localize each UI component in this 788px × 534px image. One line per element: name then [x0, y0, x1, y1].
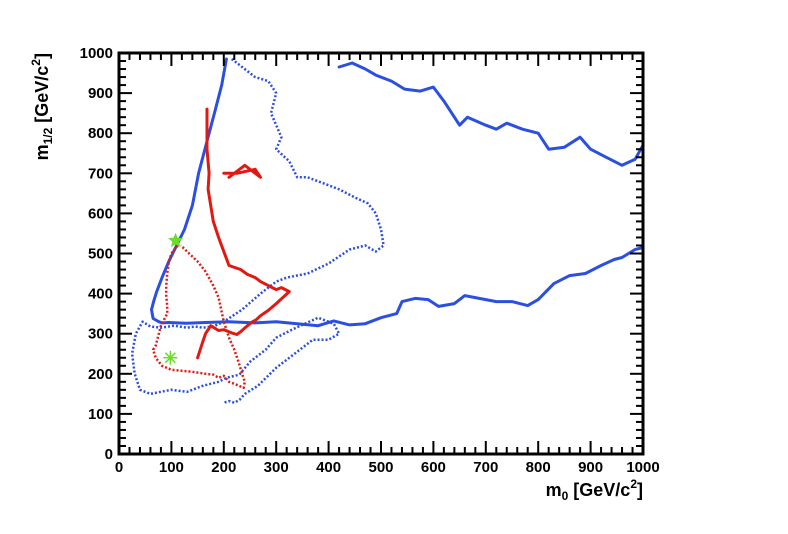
x-tick-label: 700: [473, 459, 498, 476]
x-tick-label: 800: [526, 459, 551, 476]
y-tick-label: 200: [88, 366, 113, 383]
y-tick-label: 600: [88, 205, 113, 222]
contour-curves: [130, 57, 645, 404]
y-tick-label: 800: [88, 125, 113, 142]
y-tick-label: 500: [88, 246, 113, 263]
contour-red-solid-4: [222, 163, 262, 179]
y-tick-label: 900: [88, 85, 113, 102]
axis-ticks: [118, 52, 644, 455]
y-tick-label: 1000: [80, 45, 113, 62]
x-tick-label: 0: [115, 459, 123, 476]
y-tick-label: 400: [88, 286, 113, 303]
y-tick-label: 700: [88, 165, 113, 182]
best-fit-markers: [163, 232, 184, 365]
best-fit-asterisk-marker: [163, 350, 178, 365]
x-tick-label: 300: [264, 459, 289, 476]
x-axis-title: m0 [GeV/c2]: [546, 477, 643, 503]
x-tick-label: 1000: [626, 459, 659, 476]
x-tick-label: 200: [211, 459, 236, 476]
y-axis-title: m1/2 [GeV/c2]: [29, 53, 55, 160]
x-tick-label: 100: [159, 459, 184, 476]
contour-red-dotted-5: [151, 244, 247, 390]
x-tick-label: 500: [368, 459, 393, 476]
y-tick-label: 0: [105, 446, 113, 463]
contour-blue-solid-1: [337, 61, 645, 167]
best-fit-star-marker: [168, 232, 184, 248]
x-tick-label: 400: [316, 459, 341, 476]
contour-blue-solid-0: [150, 57, 645, 328]
x-tick-label: 900: [578, 459, 603, 476]
y-tick-label: 100: [88, 406, 113, 423]
y-tick-label: 300: [88, 326, 113, 343]
tick-labels: 0 100 200 300 400 500 600 700 800 900 1000 0 100 200 3…: [80, 45, 660, 476]
contour-red-solid-3: [196, 107, 291, 360]
x-tick-label: 600: [421, 459, 446, 476]
plot-frame: [117, 51, 645, 456]
